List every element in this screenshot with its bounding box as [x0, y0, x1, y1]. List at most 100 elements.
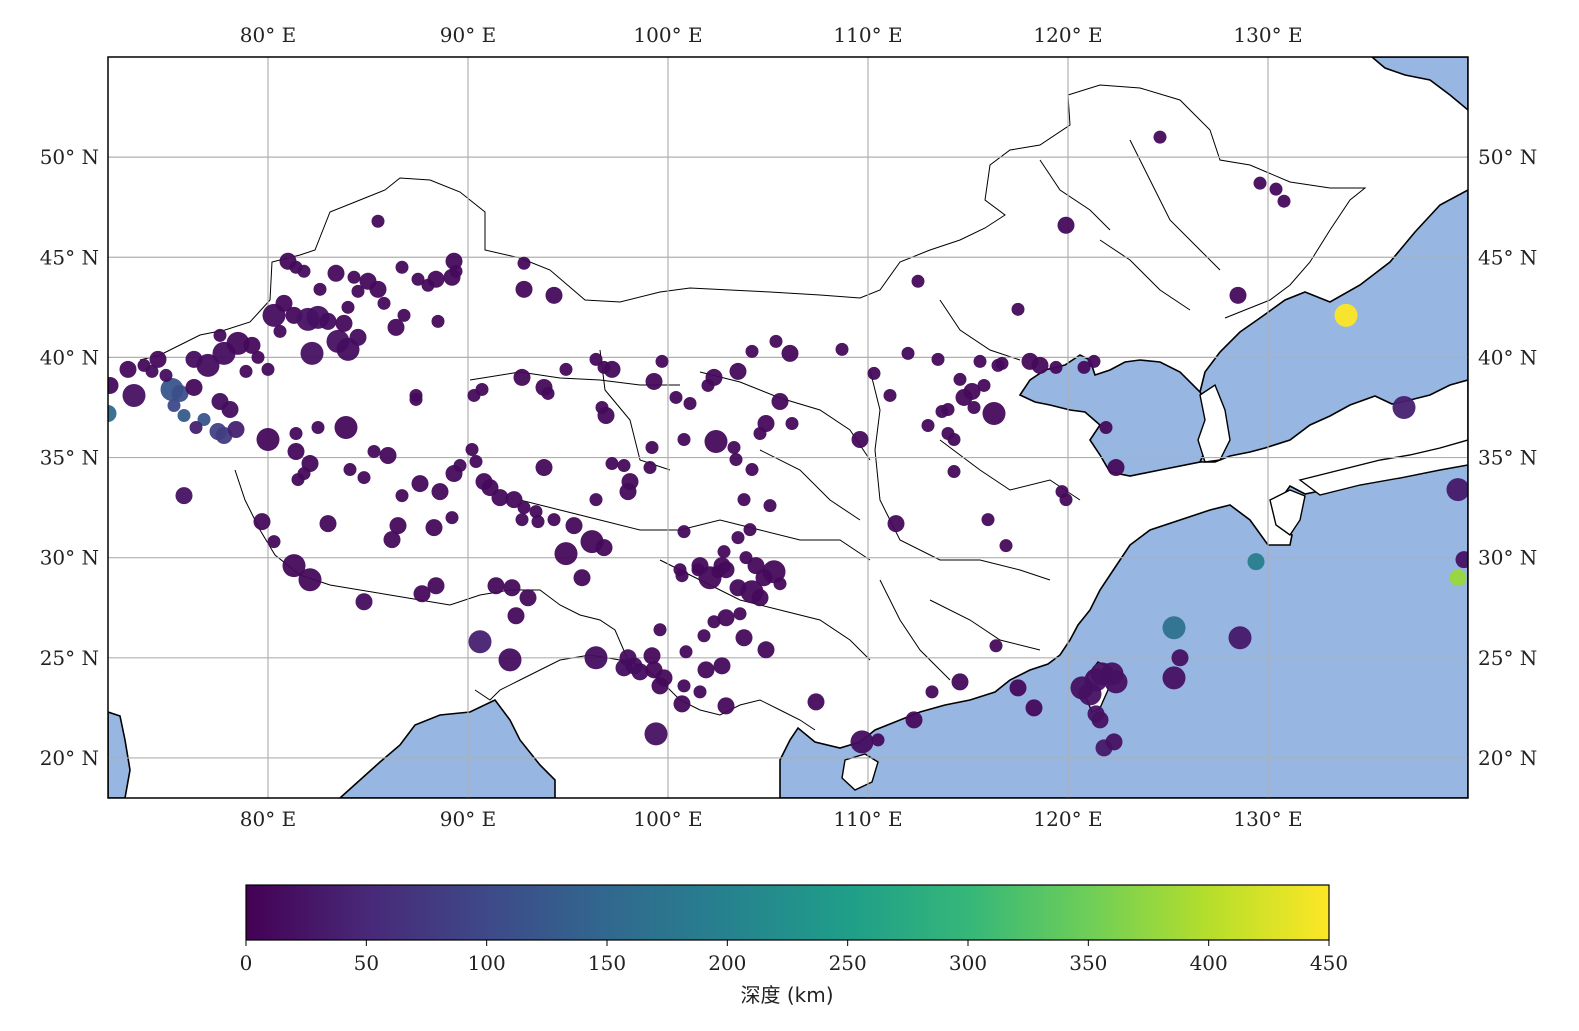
earthquake-point [643, 647, 661, 665]
earthquake-point [397, 308, 411, 322]
china-sw-border [234, 469, 629, 661]
earthquake-point [1107, 459, 1125, 477]
earthquake-point [631, 663, 649, 681]
earthquake-point [651, 677, 669, 695]
earthquake-point [519, 589, 537, 607]
earthquake-point [1171, 649, 1189, 667]
earthquake-point [707, 615, 721, 629]
earthquake-point [226, 331, 250, 355]
earthquake-point [850, 730, 874, 754]
earthquake-point [1087, 354, 1101, 368]
lon-tick-label-top: 130° E [1233, 23, 1302, 47]
lon-tick-label-bottom: 130° E [1233, 807, 1302, 831]
lon-tick-label-bottom: 100° E [633, 807, 702, 831]
earthquake-point [253, 513, 271, 531]
earthquake-point [411, 475, 429, 493]
earthquake-point [669, 390, 683, 404]
earthquake-point [513, 368, 531, 386]
earthquake-point [851, 431, 869, 449]
earthquake-point [737, 493, 751, 507]
earthquake-point [349, 328, 367, 346]
colorbar-tick-label: 100 [468, 951, 506, 975]
earthquake-points [108, 130, 1468, 757]
earthquake-point [289, 427, 303, 441]
earthquake-point [679, 645, 693, 659]
earthquake-point [431, 483, 449, 501]
earthquake-point [535, 459, 553, 477]
earthquake-point [383, 531, 401, 549]
earthquake-point [1104, 670, 1128, 694]
earthquake-point [1009, 679, 1027, 697]
earthquake-point [159, 368, 173, 382]
earthquake-point [256, 428, 280, 452]
earthquake-point [413, 585, 431, 603]
earthquake-point [282, 554, 306, 578]
earthquake-point [717, 545, 731, 559]
earthquake-point [727, 441, 741, 455]
earthquake-point [468, 630, 492, 654]
earthquake-point [529, 505, 543, 519]
earthquake-point [371, 214, 385, 228]
colorbar-ticks: 0 50 100 150 200 250 300 350 400 450 [240, 940, 1348, 975]
colorbar-tick-label: 200 [708, 951, 746, 975]
earthquake-point [379, 447, 397, 465]
lat-tick-label-right: 45° N [1478, 245, 1537, 269]
ocean-west [108, 711, 131, 798]
earthquake-point [1011, 302, 1025, 316]
earthquake-point [469, 455, 483, 469]
colorbar-tick-label: 300 [949, 951, 987, 975]
earthquake-point [367, 445, 381, 459]
earthquake-point [351, 284, 365, 298]
earthquake-point [427, 577, 445, 595]
earthquake-point [411, 272, 425, 286]
earthquake-point [747, 557, 765, 575]
earthquake-point [941, 402, 955, 416]
earthquake-point [573, 569, 591, 587]
earthquake-point [953, 372, 967, 386]
earthquake-point [982, 401, 1006, 425]
earthquake-point [185, 350, 203, 368]
earthquake-point [925, 685, 939, 699]
map-frame [107, 56, 1469, 799]
earthquake-point [947, 433, 961, 447]
earthquake-point [565, 517, 583, 535]
earthquake-point [541, 386, 555, 400]
earthquake-point [731, 531, 745, 545]
earthquake-point [1057, 216, 1075, 234]
colorbar-tick-label: 50 [354, 951, 379, 975]
earthquake-point [445, 511, 459, 525]
earthquake-point [1269, 182, 1283, 196]
earthquake-point [343, 463, 357, 477]
lon-tick-label-bottom: 110° E [833, 807, 902, 831]
earthquake-point [445, 252, 463, 270]
lat-tick-label-right: 30° N [1478, 546, 1537, 570]
earthquake-point [835, 342, 849, 356]
earthquake-point [999, 539, 1013, 553]
earthquake-point [517, 256, 531, 270]
earthquake-point [334, 416, 358, 439]
lat-tick-label-left: 45° N [40, 245, 99, 269]
earthquake-point [697, 661, 715, 679]
earthquake-point [327, 264, 345, 282]
earthquake-point [427, 270, 445, 288]
colorbar-title: 深度 (km) [740, 983, 833, 1007]
earthquake-point [335, 314, 353, 332]
earthquake-point [921, 418, 935, 432]
earthquake-point [267, 535, 281, 549]
china-outline [139, 84, 1367, 361]
earthquake-point [185, 378, 203, 396]
earthquake-point [653, 623, 667, 637]
earthquake-point [197, 412, 211, 426]
earthquake-point [319, 515, 337, 533]
earthquake-point [475, 382, 489, 396]
lat-tick-label-right: 50° N [1478, 145, 1537, 169]
lat-tick-label-right: 25° N [1478, 646, 1537, 670]
colorbar: 0 50 100 150 200 250 300 350 400 450 深度 (km) [240, 884, 1348, 1007]
earthquake-point [645, 441, 659, 455]
earthquake-point [733, 607, 747, 621]
earthquake-point [729, 362, 747, 380]
earthquake-point [319, 312, 337, 330]
earthquake-point [645, 372, 663, 390]
colorbar-tick-label: 0 [240, 951, 253, 975]
